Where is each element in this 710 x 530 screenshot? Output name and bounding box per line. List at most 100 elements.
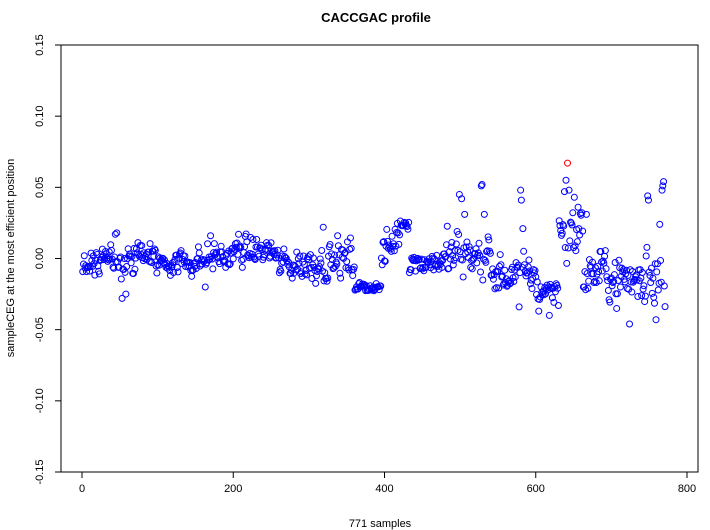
- data-point: [395, 240, 403, 248]
- data-point: [318, 246, 326, 254]
- data-point: [598, 267, 606, 275]
- data-point: [389, 242, 397, 250]
- data-point: [618, 264, 626, 272]
- data-point: [661, 303, 669, 311]
- data-point: [151, 246, 159, 254]
- data-point: [526, 267, 534, 275]
- data-point: [519, 225, 527, 233]
- data-point: [447, 243, 455, 251]
- data-point: [387, 247, 395, 255]
- data-point: [419, 263, 427, 271]
- data-point: [173, 264, 181, 272]
- data-point: [275, 269, 283, 277]
- data-point: [553, 282, 561, 289]
- data-point: [484, 233, 492, 241]
- x-tick-label: 200: [224, 483, 242, 495]
- data-point: [293, 248, 301, 256]
- y-tick-label: -0.05: [34, 317, 46, 342]
- data-point: [131, 265, 139, 273]
- data-point: [194, 243, 202, 251]
- data-point: [555, 217, 563, 225]
- data-point: [146, 240, 154, 248]
- data-point: [237, 244, 245, 252]
- data-point: [317, 259, 325, 267]
- data-point: [448, 238, 456, 246]
- data-point: [644, 196, 652, 204]
- data-point: [565, 186, 573, 194]
- data-point: [581, 268, 589, 276]
- data-point: [303, 271, 311, 279]
- data-point: [645, 268, 653, 276]
- data-point: [573, 238, 581, 246]
- data-point: [554, 302, 562, 310]
- data-point: [569, 209, 577, 217]
- data-point: [110, 264, 118, 272]
- data-point: [473, 259, 481, 267]
- data-point: [156, 254, 164, 262]
- data-point: [345, 266, 353, 274]
- data-point: [148, 259, 156, 267]
- data-point: [95, 270, 103, 278]
- data-point: [98, 254, 106, 262]
- data-point: [591, 277, 599, 285]
- data-point: [649, 274, 657, 282]
- data-point: [404, 225, 412, 233]
- data-point: [532, 273, 540, 281]
- data-point: [346, 245, 354, 253]
- data-point: [390, 240, 398, 248]
- data-point: [174, 268, 182, 276]
- data-point: [396, 231, 404, 239]
- data-point: [153, 269, 161, 277]
- data-point: [511, 273, 519, 281]
- data-point: [319, 223, 327, 231]
- data-point: [232, 243, 240, 251]
- data-point: [556, 222, 564, 230]
- data-point: [578, 209, 586, 217]
- data-point: [210, 240, 218, 248]
- data-point: [80, 252, 88, 260]
- data-point: [498, 272, 506, 280]
- data-point: [643, 243, 651, 251]
- data-point: [331, 251, 339, 259]
- data-point: [458, 195, 466, 203]
- data-point: [548, 294, 556, 302]
- data-point: [195, 249, 203, 257]
- data-point: [570, 193, 578, 201]
- data-point: [613, 290, 621, 298]
- data-point: [647, 264, 655, 272]
- data-point: [535, 307, 543, 315]
- data-point: [334, 232, 342, 240]
- data-point: [381, 257, 389, 265]
- data-point: [343, 238, 351, 246]
- data-point: [238, 256, 246, 264]
- x-tick-label: 800: [678, 483, 696, 495]
- data-point: [336, 269, 344, 277]
- data-point: [461, 210, 469, 218]
- data-point: [653, 268, 661, 276]
- data-point: [191, 262, 199, 270]
- data-point: [133, 249, 141, 257]
- data-point: [326, 241, 334, 249]
- data-point: [297, 268, 305, 276]
- data-point: [520, 247, 528, 255]
- data-point: [271, 247, 279, 255]
- data-point: [296, 252, 304, 260]
- data-point: [604, 287, 612, 295]
- data-point: [472, 245, 480, 253]
- data-point: [611, 258, 619, 266]
- data-point: [595, 268, 603, 276]
- data-point: [506, 280, 514, 288]
- data-point: [106, 255, 114, 263]
- data-point: [601, 247, 609, 255]
- data-point: [542, 290, 550, 298]
- data-point: [207, 232, 215, 240]
- data-point: [644, 192, 652, 200]
- data-point: [302, 266, 310, 274]
- data-point: [540, 291, 548, 299]
- data-point: [560, 222, 568, 230]
- data-point: [455, 190, 463, 198]
- data-point: [477, 268, 485, 276]
- data-point: [170, 268, 178, 276]
- data-point: [341, 249, 349, 257]
- data-point: [458, 256, 466, 264]
